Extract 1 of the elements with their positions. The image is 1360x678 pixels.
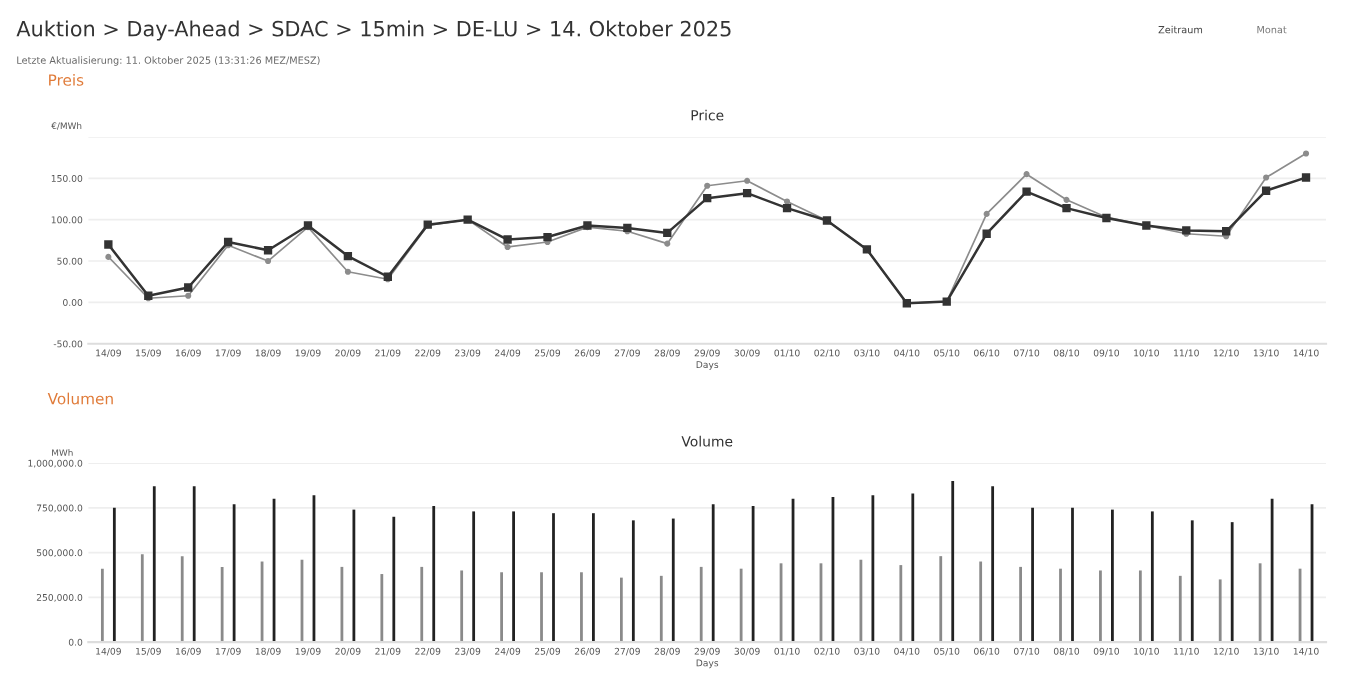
text: Auktion > Day-Ahead > SDAC > 15min > DE-LU > 14. Oktober 2025 [16,20,731,41]
